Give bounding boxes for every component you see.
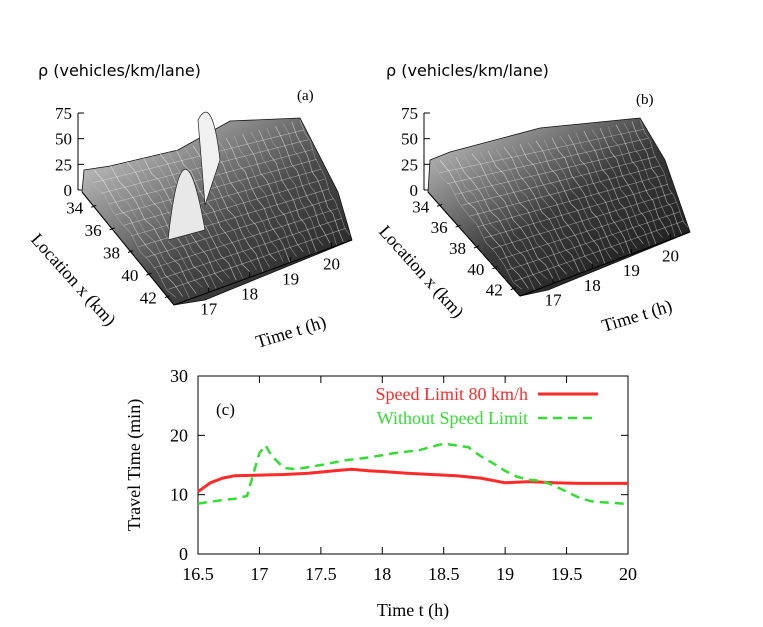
b-y-tick-label: 20: [662, 246, 679, 265]
a-x-tick-label: 36: [85, 221, 102, 240]
c-y-tick-label: 20: [170, 425, 188, 445]
b-x-tick-label: 36: [431, 218, 448, 237]
b-x-tick: [510, 287, 516, 291]
c-x-tick-label: 17: [250, 564, 268, 584]
panel-c-ylabel: Travel Time (min): [124, 399, 145, 531]
panel-c-xlabel: Time t (h): [377, 600, 449, 621]
legend-label-speed-limit: Speed Limit 80 km/h: [376, 384, 529, 404]
panel-b-y-axis: [519, 231, 691, 297]
panel-c: 0 10 20 30 16.5 17 17.5 18 18.5 19 19.5 20 (c) Spe…: [124, 366, 637, 621]
panel-b-label: (b): [636, 92, 654, 108]
b-z-tick-label: 75: [401, 104, 418, 123]
a-y-tick-label: 19: [282, 269, 299, 288]
a-x-tick: [91, 204, 97, 208]
c-x-tick-label: 19.5: [551, 564, 583, 584]
panel-c-label: (c): [216, 400, 235, 419]
c-x-tick-label: 18.5: [428, 564, 460, 584]
b-x-tick-label: 42: [486, 281, 503, 300]
b-x-tick: [437, 203, 443, 207]
a-x-tick-label: 38: [103, 244, 120, 263]
c-y-tick-label: 30: [170, 366, 188, 386]
panel-a-surface: [81, 111, 353, 306]
a-y-tick-label: 20: [323, 254, 340, 273]
a-z-tick-label: 75: [55, 104, 72, 123]
panel-b-x-axis: [427, 191, 521, 297]
panel-c-plot-frame: [197, 375, 629, 555]
panel-a-x-axis: [81, 191, 175, 306]
c-series-line-1: [197, 442, 629, 506]
panel-a-z-ticks: 0 25 50 75: [55, 104, 84, 200]
panel-b-y-ticks: 17 18 19 20: [545, 234, 679, 310]
panel-b-z-ticks: 0 25 50 75: [401, 104, 430, 200]
b-z-tick-label: 0: [410, 181, 419, 200]
a-z-tick-label: 25: [55, 155, 72, 174]
panel-c-y-ticks: 0 10 20 30: [170, 366, 628, 564]
a-z-tick-label: 0: [64, 181, 73, 200]
panel-a-zlabel: ρ (vehicles/km/lane): [38, 61, 201, 80]
panel-a-ylabel: Time t (h): [253, 312, 328, 353]
legend-label-without-limit: Without Speed Limit: [377, 408, 528, 428]
c-series-line-0: [197, 467, 628, 493]
b-y-tick-label: 19: [623, 261, 640, 280]
b-x-tick-label: 34: [412, 197, 430, 216]
a-x-tick: [164, 295, 170, 299]
a-x-tick-label: 40: [121, 266, 138, 285]
panel-b-xlabel: Location x (km): [374, 221, 468, 322]
b-x-tick: [492, 266, 498, 270]
b-x-tick-label: 40: [467, 260, 484, 279]
c-x-tick-label: 16.5: [182, 564, 214, 584]
c-x-tick-label: 18: [373, 564, 391, 584]
b-z-tick-label: 50: [401, 130, 418, 149]
a-x-tick: [146, 272, 152, 276]
panel-a-y-axis: [173, 239, 353, 306]
panel-a-y-ticks: 17 18 19 20: [200, 242, 340, 318]
panel-c-x-ticks: 16.5 17 17.5 18 18.5 19 19.5 20: [182, 376, 637, 584]
c-x-tick-label: 20: [619, 564, 637, 584]
panel-b-surface: [427, 117, 691, 297]
panel-c-series: [197, 442, 629, 506]
a-x-tick-label: 42: [140, 289, 157, 308]
c-x-tick-label: 19: [496, 564, 514, 584]
c-x-tick-label: 17.5: [305, 564, 337, 584]
a-x-tick: [109, 227, 115, 231]
panel-a-label: (a): [297, 88, 314, 104]
b-x-tick: [455, 224, 461, 228]
b-z-tick-label: 25: [401, 155, 418, 174]
a-y-tick-label: 18: [241, 284, 258, 303]
b-y-tick-label: 18: [584, 276, 601, 295]
b-x-tick: [473, 245, 480, 249]
a-z-tick-label: 50: [55, 130, 72, 149]
panel-c-legend: Speed Limit 80 km/h Without Speed Limit: [376, 384, 598, 428]
a-x-tick: [127, 250, 134, 253]
b-y-tick-label: 17: [545, 291, 563, 310]
panel-b-zlabel: ρ (vehicles/km/lane): [386, 61, 549, 80]
a-y-tick-label: 17: [200, 299, 218, 318]
a-x-tick-label: 34: [66, 198, 84, 217]
c-y-tick-label: 0: [179, 544, 188, 564]
panel-b-ylabel: Time t (h): [599, 296, 674, 337]
b-x-tick-label: 38: [449, 239, 466, 258]
c-y-tick-label: 10: [170, 485, 188, 505]
